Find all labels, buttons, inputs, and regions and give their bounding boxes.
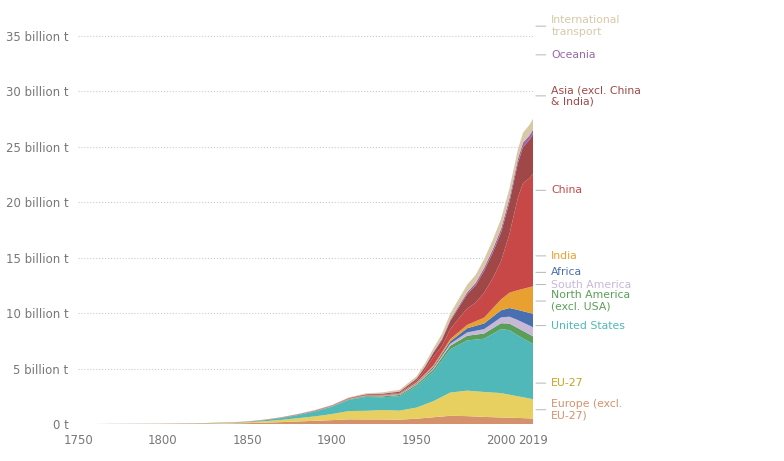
- Text: China: China: [536, 185, 583, 195]
- Text: Asia (excl. China
& India): Asia (excl. China & India): [536, 85, 641, 106]
- Text: North America
(excl. USA): North America (excl. USA): [536, 290, 630, 312]
- Text: United States: United States: [536, 321, 625, 331]
- Text: Europe (excl.
EU-27): Europe (excl. EU-27): [536, 399, 622, 420]
- Text: South America: South America: [536, 280, 632, 290]
- Text: International
transport: International transport: [536, 15, 621, 37]
- Text: Africa: Africa: [536, 267, 583, 278]
- Text: Oceania: Oceania: [536, 50, 596, 60]
- Text: India: India: [536, 251, 578, 261]
- Text: EU-27: EU-27: [536, 378, 584, 388]
